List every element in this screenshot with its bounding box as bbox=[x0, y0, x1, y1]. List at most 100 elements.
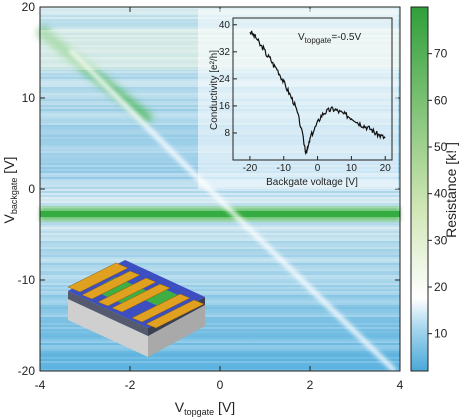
heatmap-stripe bbox=[40, 227, 400, 229]
inset-background bbox=[198, 9, 398, 189]
electrode-2 bbox=[81, 270, 141, 300]
inset-annotation: Vtopgate=-0.5V bbox=[298, 32, 361, 45]
heatmap-stripe bbox=[40, 189, 400, 191]
inset-y-tick-label: 32 bbox=[219, 47, 231, 58]
colorbar-tick-label: 10 bbox=[434, 327, 448, 341]
conductivity-series-line bbox=[249, 30, 386, 156]
colorbar-tick-label: 20 bbox=[434, 280, 448, 294]
inset-plot-frame bbox=[232, 17, 393, 161]
inset-y-ticks: 40 32 24 16 8 bbox=[219, 20, 237, 139]
heatmap-stripe bbox=[40, 277, 400, 279]
heatmap-stripe bbox=[40, 195, 400, 197]
heatmap-stripe bbox=[40, 275, 400, 277]
colorbar-ticks: 70 60 50 40 30 20 10 bbox=[428, 47, 448, 341]
x-tick-label: 0 bbox=[217, 378, 224, 392]
heatmap-stripe bbox=[40, 239, 400, 241]
heatmap-stripe bbox=[40, 271, 400, 273]
heatmap-stripe bbox=[40, 323, 400, 325]
heatmap-stripe bbox=[40, 333, 400, 335]
heatmap-stripe bbox=[40, 339, 400, 341]
heatmap-stripe bbox=[40, 307, 400, 309]
heatmap-stripe bbox=[40, 313, 400, 315]
heatmap-stripe bbox=[40, 309, 400, 311]
colorbar-tick-label: 30 bbox=[434, 233, 448, 247]
x-tick-label: 4 bbox=[397, 378, 404, 392]
heatmap-stripe bbox=[40, 237, 400, 239]
electrode-6 bbox=[145, 299, 205, 329]
device-illustration bbox=[67, 260, 205, 357]
heatmap-stripe bbox=[40, 335, 400, 337]
x-axis-label: Vtopgate [V] bbox=[175, 399, 235, 417]
electrode-1 bbox=[67, 262, 129, 293]
x-tick-label: 2 bbox=[307, 378, 314, 392]
inset-x-tick-label: -20 bbox=[243, 163, 258, 174]
heatmap-stripe bbox=[40, 341, 400, 343]
heatmap-stripe bbox=[40, 269, 400, 271]
heatmap-stripe bbox=[40, 273, 400, 275]
colorbar-label: Resistance [k! ] bbox=[443, 142, 459, 238]
heatmap-stripe bbox=[40, 225, 400, 227]
heatmap-stripe bbox=[40, 261, 400, 263]
heatmap-stripe bbox=[40, 287, 400, 289]
device-substrate-side bbox=[148, 305, 205, 357]
colorbar-tick-label: 40 bbox=[434, 187, 448, 201]
y-axis-ticks: 20 10 0 -10 -20 bbox=[18, 0, 400, 378]
heatmap-stripe bbox=[40, 205, 400, 207]
heatmap-stripe bbox=[40, 249, 400, 251]
heatmap-stripe bbox=[40, 221, 400, 223]
inset-chart: -20 -10 0 10 20 40 32 24 16 8 Backgate voltage [… bbox=[198, 9, 398, 189]
heatmap-stripe bbox=[40, 345, 400, 347]
inset-y-tick-label: 40 bbox=[219, 20, 231, 31]
heatmap-stripe bbox=[40, 343, 400, 345]
heatmap-stripe bbox=[40, 203, 400, 205]
heatmap-stripe bbox=[40, 359, 400, 361]
y-tick-label: -20 bbox=[18, 364, 36, 378]
inset-y-label: Conductivity [e²/h] bbox=[209, 50, 220, 130]
heatmap-stripe bbox=[40, 257, 400, 259]
dirac-band-core bbox=[40, 211, 400, 217]
heatmap-stripe bbox=[40, 301, 400, 303]
heatmap-stripe bbox=[40, 299, 400, 301]
x-tick-label: -4 bbox=[35, 378, 46, 392]
heatmap-stripe bbox=[40, 245, 400, 247]
heatmap-stripe bbox=[40, 363, 400, 365]
heatmap-stripe bbox=[40, 241, 400, 243]
inset-x-tick-label: 20 bbox=[380, 163, 392, 174]
inset-y-tick-label: 16 bbox=[219, 101, 231, 112]
heatmap-stripe bbox=[40, 229, 400, 231]
electrode-3 bbox=[97, 277, 157, 307]
heatmap-stripe bbox=[40, 315, 400, 317]
heatmap-stripe bbox=[40, 253, 400, 255]
heatmap-stripe bbox=[40, 235, 400, 237]
heatmap-stripe bbox=[40, 353, 400, 355]
colorbar bbox=[410, 6, 429, 372]
heatmap-stripe bbox=[40, 347, 400, 349]
heatmap-stripe bbox=[40, 233, 400, 235]
heatmap-stripe bbox=[40, 355, 400, 357]
heatmap-stripe bbox=[40, 285, 400, 287]
device-oxide-front bbox=[68, 291, 148, 336]
y-axis-label: Vbackgate [V] bbox=[1, 157, 19, 224]
heatmap-stripe bbox=[40, 231, 400, 233]
heatmap-stripe bbox=[40, 325, 400, 327]
heatmap-stripe bbox=[40, 191, 400, 193]
heatmap-stripe bbox=[40, 321, 400, 323]
heatmap-stripe bbox=[40, 247, 400, 249]
y-tick-label: 20 bbox=[22, 0, 36, 14]
y-tick-label: 0 bbox=[28, 182, 35, 196]
heatmap-stripe bbox=[40, 223, 400, 225]
heatmap-stripe bbox=[40, 361, 400, 363]
heatmap-stripe bbox=[40, 291, 400, 293]
x-tick-label: -2 bbox=[125, 378, 136, 392]
inset-y-tick-label: 8 bbox=[224, 128, 230, 139]
inset-x-tick-label: -10 bbox=[277, 163, 292, 174]
heatmap-stripe bbox=[40, 265, 400, 267]
heatmap-stripe bbox=[40, 193, 400, 195]
heatmap-stripe bbox=[40, 329, 400, 331]
colorbar-tick-label: 60 bbox=[434, 93, 448, 107]
heatmap-stripe bbox=[40, 349, 400, 351]
colorbar-tick-label: 70 bbox=[434, 47, 448, 61]
inset-x-label: Backgate voltage [V] bbox=[266, 177, 358, 188]
device-substrate-front bbox=[68, 299, 148, 357]
